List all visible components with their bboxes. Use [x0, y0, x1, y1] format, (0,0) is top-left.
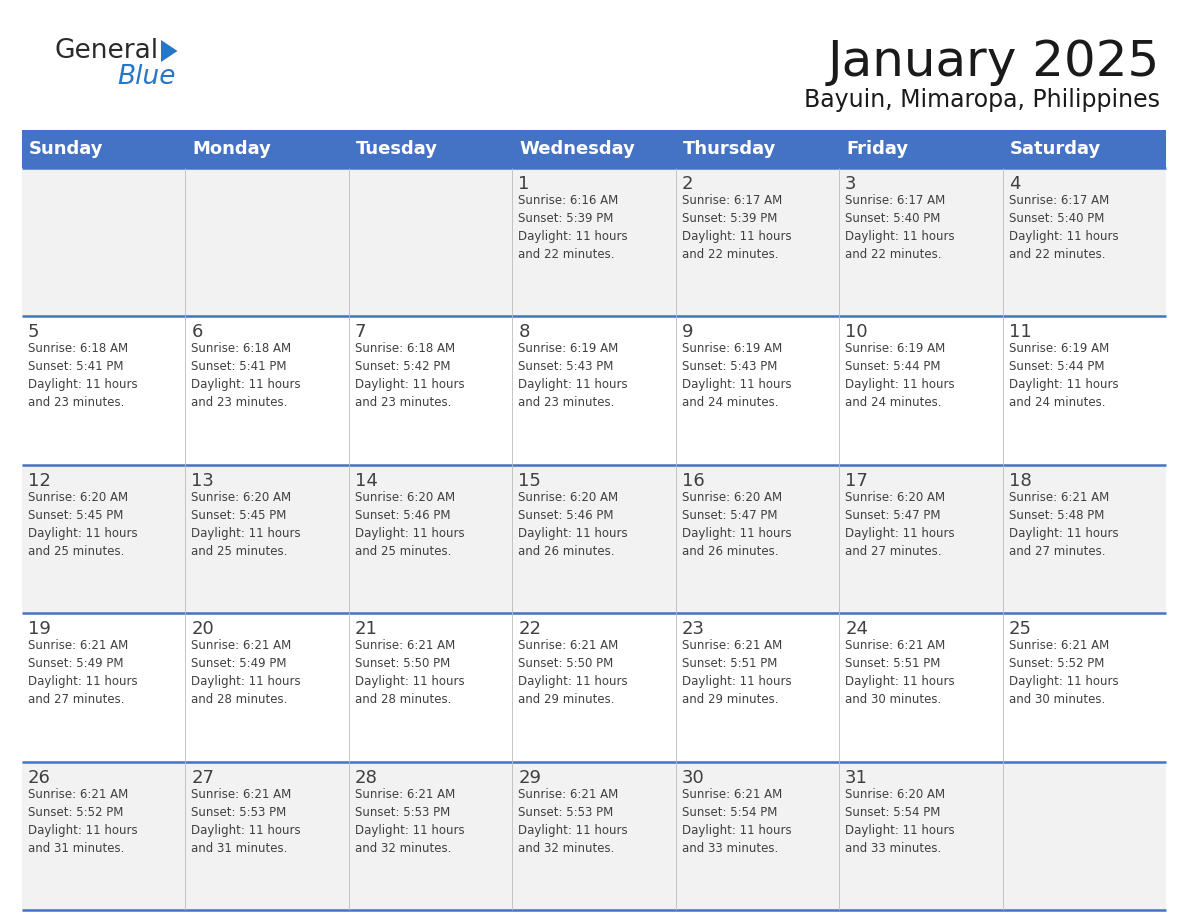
Text: 1: 1: [518, 175, 530, 193]
Text: Sunrise: 6:17 AM
Sunset: 5:40 PM
Daylight: 11 hours
and 22 minutes.: Sunrise: 6:17 AM Sunset: 5:40 PM Dayligh…: [1009, 194, 1118, 261]
Text: 7: 7: [355, 323, 366, 341]
Text: Bayuin, Mimaropa, Philippines: Bayuin, Mimaropa, Philippines: [804, 88, 1159, 112]
Text: 16: 16: [682, 472, 704, 490]
Text: 18: 18: [1009, 472, 1031, 490]
Text: Sunrise: 6:21 AM
Sunset: 5:52 PM
Daylight: 11 hours
and 31 minutes.: Sunrise: 6:21 AM Sunset: 5:52 PM Dayligh…: [29, 788, 138, 855]
Bar: [23, 317, 1165, 465]
Text: Sunrise: 6:20 AM
Sunset: 5:45 PM
Daylight: 11 hours
and 25 minutes.: Sunrise: 6:20 AM Sunset: 5:45 PM Dayligh…: [191, 491, 301, 558]
Text: 29: 29: [518, 768, 542, 787]
Text: 27: 27: [191, 768, 214, 787]
Text: 17: 17: [845, 472, 868, 490]
Text: 19: 19: [29, 621, 51, 638]
Text: Sunrise: 6:18 AM
Sunset: 5:42 PM
Daylight: 11 hours
and 23 minutes.: Sunrise: 6:18 AM Sunset: 5:42 PM Dayligh…: [355, 342, 465, 409]
Text: Friday: Friday: [846, 140, 909, 158]
Text: 2: 2: [682, 175, 694, 193]
Bar: [349, 130, 512, 168]
Text: January 2025: January 2025: [828, 38, 1159, 86]
Text: 14: 14: [355, 472, 378, 490]
Text: Thursday: Thursday: [683, 140, 776, 158]
Text: Sunrise: 6:21 AM
Sunset: 5:51 PM
Daylight: 11 hours
and 30 minutes.: Sunrise: 6:21 AM Sunset: 5:51 PM Dayligh…: [845, 639, 955, 706]
Text: Sunrise: 6:21 AM
Sunset: 5:49 PM
Daylight: 11 hours
and 27 minutes.: Sunrise: 6:21 AM Sunset: 5:49 PM Dayligh…: [29, 639, 138, 706]
Text: Sunrise: 6:20 AM
Sunset: 5:45 PM
Daylight: 11 hours
and 25 minutes.: Sunrise: 6:20 AM Sunset: 5:45 PM Dayligh…: [29, 491, 138, 558]
Text: 26: 26: [29, 768, 51, 787]
Bar: [23, 465, 1165, 613]
Text: Sunrise: 6:18 AM
Sunset: 5:41 PM
Daylight: 11 hours
and 23 minutes.: Sunrise: 6:18 AM Sunset: 5:41 PM Dayligh…: [29, 342, 138, 409]
Text: Sunrise: 6:17 AM
Sunset: 5:40 PM
Daylight: 11 hours
and 22 minutes.: Sunrise: 6:17 AM Sunset: 5:40 PM Dayligh…: [845, 194, 955, 261]
Text: 31: 31: [845, 768, 868, 787]
Polygon shape: [162, 40, 177, 62]
Text: 6: 6: [191, 323, 203, 341]
Text: 15: 15: [518, 472, 542, 490]
Bar: [676, 130, 839, 168]
Text: Sunrise: 6:21 AM
Sunset: 5:53 PM
Daylight: 11 hours
and 31 minutes.: Sunrise: 6:21 AM Sunset: 5:53 PM Dayligh…: [191, 788, 301, 855]
Text: Sunrise: 6:21 AM
Sunset: 5:53 PM
Daylight: 11 hours
and 32 minutes.: Sunrise: 6:21 AM Sunset: 5:53 PM Dayligh…: [518, 788, 628, 855]
Text: 4: 4: [1009, 175, 1020, 193]
Text: 3: 3: [845, 175, 857, 193]
Text: Tuesday: Tuesday: [356, 140, 438, 158]
Text: 20: 20: [191, 621, 214, 638]
Text: 22: 22: [518, 621, 542, 638]
Text: Sunrise: 6:21 AM
Sunset: 5:51 PM
Daylight: 11 hours
and 29 minutes.: Sunrise: 6:21 AM Sunset: 5:51 PM Dayligh…: [682, 639, 791, 706]
Text: 8: 8: [518, 323, 530, 341]
Text: Sunrise: 6:20 AM
Sunset: 5:46 PM
Daylight: 11 hours
and 25 minutes.: Sunrise: 6:20 AM Sunset: 5:46 PM Dayligh…: [355, 491, 465, 558]
Text: 5: 5: [29, 323, 39, 341]
Bar: [512, 130, 676, 168]
Text: Sunrise: 6:19 AM
Sunset: 5:44 PM
Daylight: 11 hours
and 24 minutes.: Sunrise: 6:19 AM Sunset: 5:44 PM Dayligh…: [1009, 342, 1118, 409]
Bar: [1003, 130, 1165, 168]
Text: Sunrise: 6:16 AM
Sunset: 5:39 PM
Daylight: 11 hours
and 22 minutes.: Sunrise: 6:16 AM Sunset: 5:39 PM Dayligh…: [518, 194, 628, 261]
Text: Sunrise: 6:20 AM
Sunset: 5:47 PM
Daylight: 11 hours
and 27 minutes.: Sunrise: 6:20 AM Sunset: 5:47 PM Dayligh…: [845, 491, 955, 558]
Text: Sunrise: 6:19 AM
Sunset: 5:43 PM
Daylight: 11 hours
and 23 minutes.: Sunrise: 6:19 AM Sunset: 5:43 PM Dayligh…: [518, 342, 628, 409]
Text: Sunrise: 6:20 AM
Sunset: 5:46 PM
Daylight: 11 hours
and 26 minutes.: Sunrise: 6:20 AM Sunset: 5:46 PM Dayligh…: [518, 491, 628, 558]
Bar: [23, 168, 1165, 317]
Text: Sunrise: 6:19 AM
Sunset: 5:43 PM
Daylight: 11 hours
and 24 minutes.: Sunrise: 6:19 AM Sunset: 5:43 PM Dayligh…: [682, 342, 791, 409]
Text: 9: 9: [682, 323, 694, 341]
Text: 28: 28: [355, 768, 378, 787]
Text: 10: 10: [845, 323, 867, 341]
Text: 13: 13: [191, 472, 214, 490]
Text: Saturday: Saturday: [1010, 140, 1101, 158]
Text: 30: 30: [682, 768, 704, 787]
Text: Sunrise: 6:21 AM
Sunset: 5:53 PM
Daylight: 11 hours
and 32 minutes.: Sunrise: 6:21 AM Sunset: 5:53 PM Dayligh…: [355, 788, 465, 855]
Text: Sunrise: 6:20 AM
Sunset: 5:54 PM
Daylight: 11 hours
and 33 minutes.: Sunrise: 6:20 AM Sunset: 5:54 PM Dayligh…: [845, 788, 955, 855]
Text: Sunrise: 6:18 AM
Sunset: 5:41 PM
Daylight: 11 hours
and 23 minutes.: Sunrise: 6:18 AM Sunset: 5:41 PM Dayligh…: [191, 342, 301, 409]
Text: 23: 23: [682, 621, 704, 638]
Text: Sunrise: 6:21 AM
Sunset: 5:54 PM
Daylight: 11 hours
and 33 minutes.: Sunrise: 6:21 AM Sunset: 5:54 PM Dayligh…: [682, 788, 791, 855]
Text: Wednesday: Wednesday: [519, 140, 636, 158]
Text: General: General: [55, 38, 159, 64]
Bar: [839, 130, 1003, 168]
Text: 25: 25: [1009, 621, 1031, 638]
Text: Sunday: Sunday: [29, 140, 103, 158]
Text: Sunrise: 6:21 AM
Sunset: 5:48 PM
Daylight: 11 hours
and 27 minutes.: Sunrise: 6:21 AM Sunset: 5:48 PM Dayligh…: [1009, 491, 1118, 558]
Text: 24: 24: [845, 621, 868, 638]
Text: Sunrise: 6:19 AM
Sunset: 5:44 PM
Daylight: 11 hours
and 24 minutes.: Sunrise: 6:19 AM Sunset: 5:44 PM Dayligh…: [845, 342, 955, 409]
Text: 21: 21: [355, 621, 378, 638]
Text: Sunrise: 6:21 AM
Sunset: 5:50 PM
Daylight: 11 hours
and 28 minutes.: Sunrise: 6:21 AM Sunset: 5:50 PM Dayligh…: [355, 639, 465, 706]
Bar: [23, 762, 1165, 910]
Text: Sunrise: 6:17 AM
Sunset: 5:39 PM
Daylight: 11 hours
and 22 minutes.: Sunrise: 6:17 AM Sunset: 5:39 PM Dayligh…: [682, 194, 791, 261]
Text: 12: 12: [29, 472, 51, 490]
Text: Sunrise: 6:21 AM
Sunset: 5:52 PM
Daylight: 11 hours
and 30 minutes.: Sunrise: 6:21 AM Sunset: 5:52 PM Dayligh…: [1009, 639, 1118, 706]
Text: Sunrise: 6:21 AM
Sunset: 5:50 PM
Daylight: 11 hours
and 29 minutes.: Sunrise: 6:21 AM Sunset: 5:50 PM Dayligh…: [518, 639, 628, 706]
Text: Blue: Blue: [116, 64, 176, 90]
Bar: [23, 130, 185, 168]
Bar: [185, 130, 349, 168]
Text: 11: 11: [1009, 323, 1031, 341]
Text: Sunrise: 6:21 AM
Sunset: 5:49 PM
Daylight: 11 hours
and 28 minutes.: Sunrise: 6:21 AM Sunset: 5:49 PM Dayligh…: [191, 639, 301, 706]
Text: Sunrise: 6:20 AM
Sunset: 5:47 PM
Daylight: 11 hours
and 26 minutes.: Sunrise: 6:20 AM Sunset: 5:47 PM Dayligh…: [682, 491, 791, 558]
Bar: [23, 613, 1165, 762]
Text: Monday: Monday: [192, 140, 271, 158]
